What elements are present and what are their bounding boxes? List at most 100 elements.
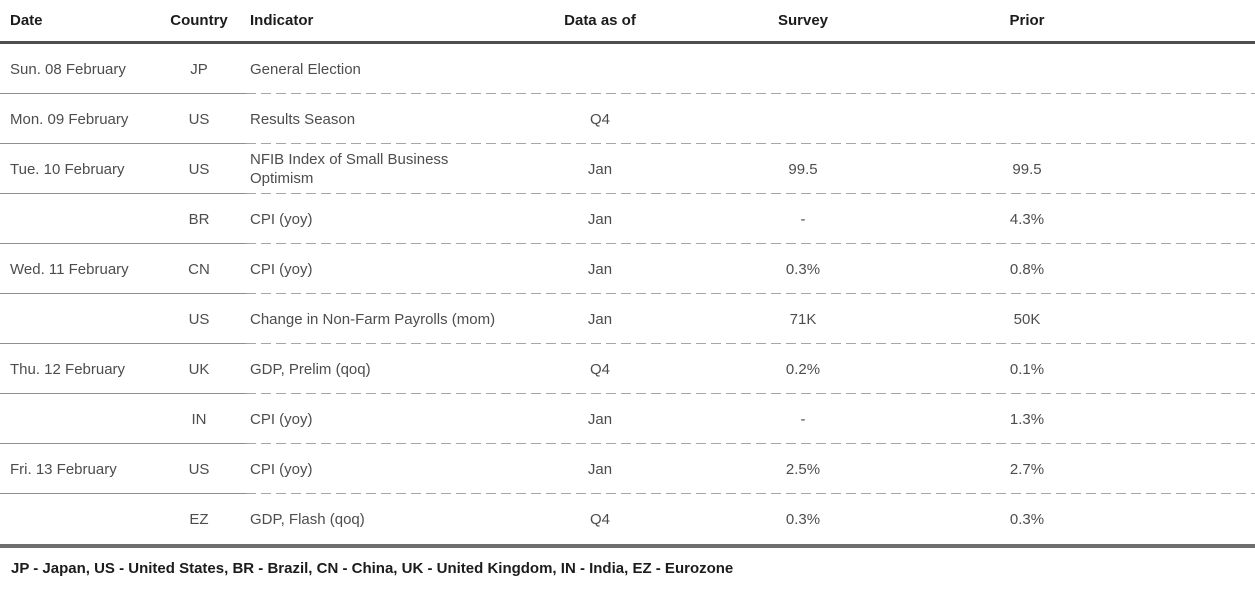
indicator-text: GDP, Prelim (qoq) <box>250 360 371 378</box>
data-as-of-cell: Jan <box>587 310 613 328</box>
row-separator-solid <box>0 143 246 144</box>
row-separator-solid <box>0 393 246 394</box>
indicator-cell: Results Season <box>240 110 560 129</box>
indicator-text: CPI (yoy) <box>250 460 313 478</box>
data-as-of-cell: Q4 <box>589 110 610 128</box>
prior-cell: 99.5 <box>1012 160 1042 178</box>
table-bottom-rule <box>0 544 1255 548</box>
column-header-data-as-of: Data as of <box>564 12 636 29</box>
indicator-text: General Election <box>250 60 361 78</box>
row-separator-dashed <box>246 293 1255 294</box>
indicator-text: Change in Non-Farm Payrolls (mom) <box>250 310 496 328</box>
row-separator-dashed <box>246 393 1255 394</box>
prior-cell: 0.3% <box>1009 510 1045 528</box>
row-separator-solid <box>0 293 246 294</box>
indicator-cell: NFIB Index of Small Business Optimism <box>240 150 560 188</box>
country-cell: EZ <box>189 510 209 528</box>
indicator-text: GDP, Flash (qoq) <box>250 510 365 528</box>
row-separator-solid <box>0 93 246 94</box>
indicator-cell: CPI (yoy) <box>240 410 560 429</box>
row-separator-solid <box>0 193 246 194</box>
table-row: Sun. 08 February JP General Election <box>0 44 1255 94</box>
country-cell: CN <box>188 260 210 278</box>
row-separator-solid <box>0 243 246 244</box>
table-row: BR CPI (yoy) Jan - 4.3% <box>0 194 1255 244</box>
survey-cell: 2.5% <box>785 460 821 478</box>
survey-cell: 0.3% <box>785 510 821 528</box>
prior-cell: 1.3% <box>1009 410 1045 428</box>
data-as-of-cell: Q4 <box>589 360 610 378</box>
row-separator-dashed <box>246 93 1255 94</box>
row-separator-dashed <box>246 343 1255 344</box>
survey-cell: 71K <box>789 310 817 328</box>
column-header-country: Country <box>170 12 228 29</box>
date-cell: Mon. 09 February <box>10 110 129 128</box>
row-separator-dashed <box>246 143 1255 144</box>
survey-cell: 99.5 <box>788 160 818 178</box>
indicator-cell: CPI (yoy) <box>240 460 560 479</box>
data-as-of-cell: Jan <box>587 160 613 178</box>
column-header-prior: Prior <box>1009 12 1045 29</box>
data-as-of-cell: Jan <box>587 260 613 278</box>
indicator-text: CPI (yoy) <box>250 260 313 278</box>
country-cell: US <box>188 160 210 178</box>
date-cell: Tue. 10 February <box>10 160 125 178</box>
data-as-of-cell: Jan <box>587 410 613 428</box>
table-header-row: Date Country Indicator Data as of Survey… <box>0 0 1255 44</box>
column-header-date: Date <box>10 12 43 29</box>
legend-bar: JP - Japan, US - United States, BR - Bra… <box>0 548 1255 588</box>
country-cell: US <box>188 310 210 328</box>
prior-cell: 4.3% <box>1009 210 1045 228</box>
indicator-cell: Change in Non-Farm Payrolls (mom) <box>240 310 560 329</box>
row-separator-dashed <box>246 243 1255 244</box>
date-cell: Sun. 08 February <box>10 60 126 78</box>
table-row: IN CPI (yoy) Jan - 1.3% <box>0 394 1255 444</box>
table-row: Fri. 13 February US CPI (yoy) Jan 2.5% 2… <box>0 444 1255 494</box>
table-row: EZ GDP, Flash (qoq) Q4 0.3% 0.3% <box>0 494 1255 544</box>
column-header-survey: Survey <box>777 12 829 29</box>
survey-cell: 0.2% <box>785 360 821 378</box>
table-body: Sun. 08 February JP General Election Mon… <box>0 44 1255 544</box>
prior-cell: 0.1% <box>1009 360 1045 378</box>
indicator-text: Results Season <box>250 110 356 128</box>
prior-cell: 0.8% <box>1009 260 1045 278</box>
country-cell: BR <box>188 210 210 228</box>
table-row: Tue. 10 February US NFIB Index of Small … <box>0 144 1255 194</box>
country-cell: UK <box>188 360 210 378</box>
indicator-text: CPI (yoy) <box>250 210 313 228</box>
survey-cell: - <box>800 410 806 428</box>
row-separator-solid <box>0 493 246 494</box>
data-as-of-cell: Q4 <box>589 510 610 528</box>
indicator-text: NFIB Index of Small Business Optimism <box>250 151 449 187</box>
survey-cell: - <box>800 210 806 228</box>
row-separator-dashed <box>246 443 1255 444</box>
row-separator-solid <box>0 443 246 444</box>
column-header-indicator: Indicator <box>250 12 314 29</box>
prior-cell: 2.7% <box>1009 460 1045 478</box>
country-cell: US <box>188 460 210 478</box>
indicator-cell: GDP, Prelim (qoq) <box>240 360 560 379</box>
country-cell: US <box>188 110 210 128</box>
row-separator-dashed <box>246 193 1255 194</box>
table-row: US Change in Non-Farm Payrolls (mom) Jan… <box>0 294 1255 344</box>
indicator-cell: CPI (yoy) <box>240 210 560 229</box>
row-separator-solid <box>0 343 246 344</box>
indicator-cell: General Election <box>240 60 560 79</box>
row-separator-dashed <box>246 493 1255 494</box>
data-as-of-cell: Jan <box>587 460 613 478</box>
prior-cell: 50K <box>1013 310 1041 328</box>
date-cell: Thu. 12 February <box>10 360 126 378</box>
date-cell: Fri. 13 February <box>10 460 117 478</box>
indicator-cell: GDP, Flash (qoq) <box>240 510 560 529</box>
date-cell: Wed. 11 February <box>10 260 129 278</box>
survey-cell: 0.3% <box>785 260 821 278</box>
table-row: Wed. 11 February CN CPI (yoy) Jan 0.3% 0… <box>0 244 1255 294</box>
table-row: Mon. 09 February US Results Season Q4 <box>0 94 1255 144</box>
country-cell: JP <box>190 60 208 78</box>
indicator-text: CPI (yoy) <box>250 410 313 428</box>
country-code-legend: JP - Japan, US - United States, BR - Bra… <box>11 559 734 577</box>
table-row: Thu. 12 February UK GDP, Prelim (qoq) Q4… <box>0 344 1255 394</box>
data-as-of-cell: Jan <box>587 210 613 228</box>
country-cell: IN <box>191 410 207 428</box>
